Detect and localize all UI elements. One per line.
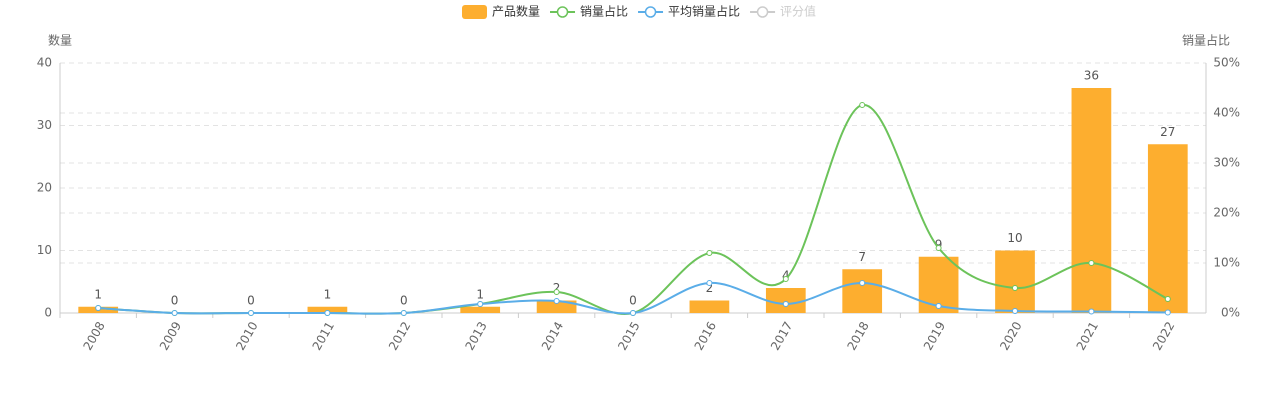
y2-tick-label: 50%	[1213, 56, 1240, 70]
bar	[995, 250, 1035, 313]
data-label: 10	[1007, 231, 1022, 245]
legend-item[interactable]: 评分值	[750, 4, 816, 19]
x-tick-label: 2009	[157, 319, 184, 352]
legend-label: 产品数量	[492, 4, 540, 19]
data-label: 0	[629, 294, 637, 308]
legend-label: 评分值	[780, 4, 816, 19]
bar	[1147, 144, 1188, 313]
x-tick-label: 2015	[615, 319, 642, 352]
y-tick-label: 20	[37, 181, 52, 195]
bar	[1071, 88, 1112, 313]
legend-label: 销量占比	[580, 4, 628, 19]
data-label: 2	[553, 281, 561, 295]
legend-item[interactable]: 平均销量占比	[638, 4, 740, 19]
point	[553, 289, 560, 295]
y2-tick-label: 20%	[1213, 206, 1240, 220]
x-tick-label: 2019	[921, 319, 948, 352]
point	[782, 276, 789, 282]
data-label: 36	[1084, 69, 1099, 83]
point	[1012, 308, 1018, 314]
legend-item[interactable]: 销量占比	[550, 4, 628, 19]
x-tick-label: 2014	[539, 319, 566, 352]
bar	[689, 300, 730, 313]
x-tick-label: 2013	[462, 319, 489, 352]
y-tick-label: 40	[37, 56, 52, 70]
point	[1164, 309, 1171, 316]
y2-tick-label: 10%	[1213, 256, 1240, 270]
x-tick-label: 2021	[1074, 319, 1101, 352]
data-label: 2	[706, 281, 714, 295]
point	[477, 301, 484, 307]
legend-swatch	[462, 5, 487, 19]
data-label: 1	[476, 287, 484, 301]
legend-item[interactable]: 产品数量	[462, 4, 540, 20]
data-label: 4	[782, 269, 790, 283]
y2-tick-label: 40%	[1213, 106, 1240, 120]
point	[1088, 260, 1095, 266]
point	[95, 305, 102, 311]
line	[98, 281, 1168, 315]
bar	[460, 306, 501, 313]
data-label: 0	[247, 294, 255, 308]
point	[706, 280, 713, 286]
x-tick-label: 2010	[233, 319, 260, 352]
point	[630, 310, 636, 316]
point	[171, 310, 178, 316]
point	[859, 280, 866, 286]
bar	[307, 306, 348, 313]
data-label: 1	[94, 287, 102, 301]
point	[1164, 296, 1171, 302]
x-tick-label: 2020	[997, 319, 1024, 352]
y2-tick-label: 0%	[1221, 306, 1240, 320]
point	[1088, 308, 1095, 315]
legend-swatch	[556, 6, 569, 18]
x-tick-label: 2008	[80, 319, 107, 352]
data-label: 9	[935, 237, 943, 251]
x-tick-label: 2017	[768, 319, 795, 352]
bar	[765, 288, 806, 313]
point	[859, 102, 866, 108]
data-label: 27	[1160, 125, 1175, 139]
point	[553, 298, 560, 304]
point	[248, 310, 254, 316]
data-label: 1	[324, 287, 332, 301]
y-tick-label: 10	[37, 243, 52, 257]
y-axis-label: 数量	[48, 33, 72, 48]
x-tick-label: 2011	[310, 319, 337, 352]
data-label: 0	[171, 294, 179, 308]
x-tick-label: 2012	[386, 319, 413, 352]
point	[1012, 285, 1018, 291]
point	[782, 301, 789, 307]
point	[400, 310, 407, 316]
point	[935, 303, 942, 309]
y-tick-label: 30	[37, 118, 52, 132]
bar	[842, 269, 883, 313]
legend-swatch	[756, 6, 769, 18]
bar	[536, 300, 577, 313]
x-tick-label: 2018	[844, 319, 871, 352]
data-label: 0	[400, 294, 408, 308]
point	[935, 245, 942, 251]
point	[706, 250, 713, 256]
y-tick-label: 0	[44, 306, 52, 320]
x-tick-label: 2022	[1150, 319, 1177, 352]
legend-swatch	[644, 6, 657, 18]
data-label: 7	[858, 250, 866, 264]
x-tick-label: 2016	[692, 319, 719, 352]
point	[324, 310, 331, 316]
legend-label: 平均销量占比	[668, 4, 740, 19]
y2-tick-label: 30%	[1213, 156, 1240, 170]
y2-axis-label: 销量占比	[1182, 33, 1230, 48]
